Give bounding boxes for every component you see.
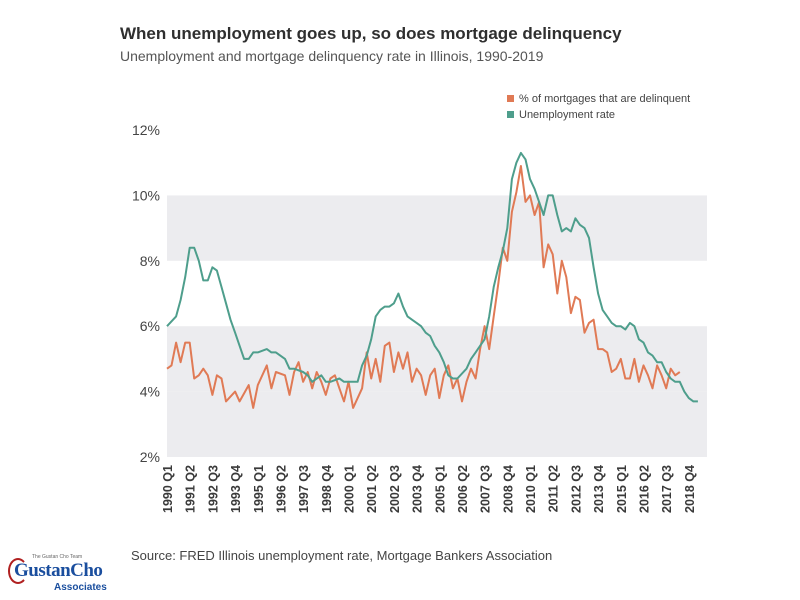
x-tick-label: 2010 Q1 — [524, 465, 538, 513]
y-tick-label: 10% — [132, 187, 160, 203]
x-tick-label: 2017 Q3 — [660, 465, 674, 513]
x-tick-label: 1996 Q2 — [274, 465, 288, 513]
series-lines — [166, 151, 698, 409]
x-tick-label: 2011 Q2 — [547, 465, 561, 512]
gustancho-logo: The Gustan Cho Team GustanCho Associates — [6, 552, 118, 596]
x-tick-label: 1993 Q4 — [229, 465, 243, 513]
legend-swatch — [507, 95, 514, 102]
x-tick-label: 2005 Q1 — [433, 465, 447, 513]
x-tick-label: 2002 Q3 — [388, 465, 402, 513]
grid-band — [167, 391, 707, 457]
x-tick-label: 1998 Q4 — [320, 465, 334, 513]
x-tick-label: 2013 Q4 — [592, 465, 606, 513]
x-tick-label: 2015 Q1 — [615, 465, 629, 513]
x-tick-label: 2003 Q4 — [411, 465, 425, 513]
grid-bands — [167, 195, 707, 457]
x-tick-label: 2006 Q2 — [456, 465, 470, 513]
y-tick-label: 12% — [132, 122, 160, 138]
y-tick-label: 2% — [140, 449, 160, 465]
y-axis: 2% 4% 6% 8% 10% 12% — [132, 122, 160, 465]
x-tick-label: 2001 Q2 — [365, 465, 379, 513]
series-line-delinquency — [166, 165, 681, 409]
x-tick-label: 2008 Q4 — [501, 465, 515, 513]
x-tick-label: 1995 Q1 — [252, 465, 266, 513]
x-tick-label: 1997 Q3 — [297, 465, 311, 513]
x-tick-label: 2007 Q3 — [479, 465, 493, 513]
legend-label: Unemployment rate — [519, 109, 615, 121]
legend: % of mortgages that are delinquent Unempl… — [507, 93, 690, 121]
logo-ring-icon — [8, 558, 28, 584]
x-tick-label: 1992 Q3 — [206, 465, 220, 513]
source-note: Source: FRED Illinois unemployment rate,… — [131, 548, 553, 563]
logo-tagline: The Gustan Cho Team — [32, 554, 83, 560]
x-tick-label: 2018 Q4 — [683, 465, 697, 513]
grid-band — [167, 195, 707, 261]
line-chart: 2% 4% 6% 8% 10% 12% 1990 Q1 1991 Q2 1992 Q3 1993… — [132, 93, 707, 513]
x-tick-label: 2016 Q2 — [637, 465, 651, 513]
chart-title: When unemployment goes up, so does mortg… — [120, 24, 622, 43]
logo-name: GustanCho — [14, 560, 103, 581]
legend-label: % of mortgages that are delinquent — [519, 93, 690, 105]
legend-swatch — [507, 111, 514, 118]
x-tick-label: 2000 Q1 — [343, 465, 357, 513]
y-tick-label: 8% — [140, 253, 160, 269]
y-tick-label: 6% — [140, 318, 160, 334]
chart-subtitle: Unemployment and mortgage delinquency ra… — [120, 48, 544, 64]
y-tick-label: 4% — [140, 384, 160, 400]
x-axis: 1990 Q1 1991 Q2 1992 Q3 1993 Q4 1995 Q1 1996 … — [161, 465, 697, 513]
series-line-unemployment — [166, 151, 698, 403]
x-tick-label: 1990 Q1 — [161, 465, 175, 513]
x-tick-label: 2012 Q3 — [569, 465, 583, 513]
logo-associates: Associates — [54, 582, 107, 593]
x-tick-label: 1991 Q2 — [184, 465, 198, 513]
